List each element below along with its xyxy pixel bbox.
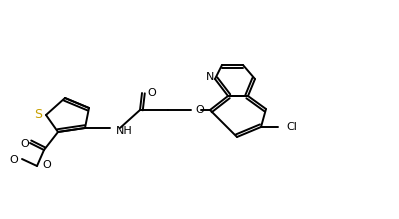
Text: O: O <box>21 139 30 149</box>
Text: O: O <box>9 155 18 165</box>
Text: N: N <box>206 72 214 82</box>
Text: O: O <box>147 88 156 98</box>
Text: O: O <box>42 160 51 170</box>
Text: Cl: Cl <box>286 122 297 132</box>
Text: NH: NH <box>116 126 133 136</box>
Text: S: S <box>34 108 42 122</box>
Text: O: O <box>195 105 204 115</box>
